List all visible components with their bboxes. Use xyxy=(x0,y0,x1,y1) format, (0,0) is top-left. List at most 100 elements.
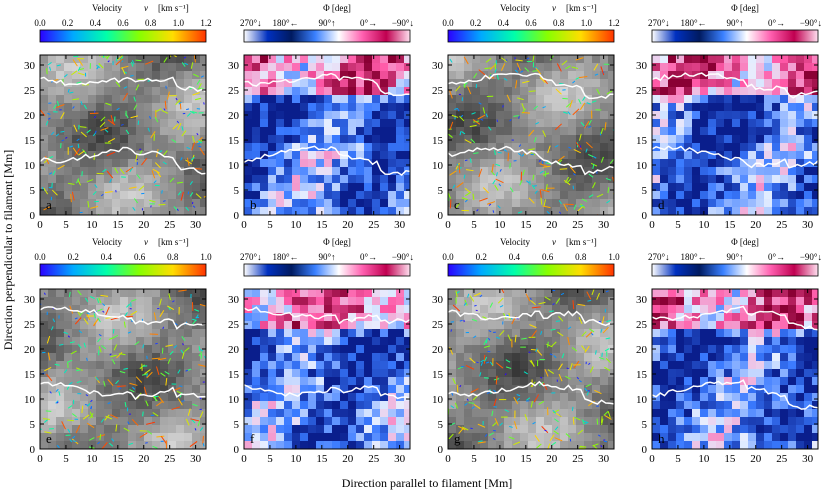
colorbar-title: Φ [deg] xyxy=(323,237,351,247)
ytick-label: 30 xyxy=(432,294,444,306)
xtick-label: 20 xyxy=(750,219,762,231)
ytick-label: 15 xyxy=(432,135,444,147)
ytick-label: 5 xyxy=(234,419,240,431)
ytick-label: 20 xyxy=(432,110,444,122)
colorbar-tick: 1.2 xyxy=(608,18,619,28)
colorbar-tick: 0°→ xyxy=(768,252,785,262)
colorbar-tick: 1.0 xyxy=(173,18,185,28)
ytick-label: 30 xyxy=(636,294,648,306)
colorbar-tick: 0.4 xyxy=(101,252,113,262)
colorbar-title: Φ [deg] xyxy=(731,3,759,13)
colorbar-tick: 0.8 xyxy=(145,18,157,28)
contour-upper-b xyxy=(244,72,410,97)
colorbar-g: Velocity v [km s⁻¹] 0.0 0.2 0.4 0.6 0.8 1.0 xyxy=(442,237,620,277)
contour-upper-d xyxy=(652,72,818,99)
colorbar-tick: 0.0 xyxy=(442,252,454,262)
xtick-label: 0 xyxy=(37,453,43,465)
xtick-label: 15 xyxy=(520,219,532,231)
colorbar-tick: 0.6 xyxy=(134,252,146,262)
xtick-label: 15 xyxy=(520,453,532,465)
xtick-label: 20 xyxy=(342,219,354,231)
colorbar-a: Velocity v [km s⁻¹] 0.0 0.2 0.4 0.6 0.8 1.0 1.2 xyxy=(34,3,212,43)
ytick-label: 15 xyxy=(636,135,648,147)
xtick-label: 5 xyxy=(675,219,681,231)
xtick-label: 30 xyxy=(394,453,406,465)
contour-lower-e xyxy=(40,381,206,401)
xtick-label: 20 xyxy=(750,453,762,465)
panel-letter-b: b xyxy=(250,197,257,212)
panel-f: f0 5 10 15 20 25 30 0 5 10 15 20 25 30 xyxy=(228,288,411,465)
ytick-label: 25 xyxy=(24,85,36,97)
xtick-label: 0 xyxy=(649,453,655,465)
ytick-label: 30 xyxy=(228,60,240,72)
colorbar-tick: 270°↓ xyxy=(240,252,262,262)
xtick-label: 0 xyxy=(649,219,655,231)
colorbar-tick: 0.4 xyxy=(509,252,521,262)
ytick-label: 5 xyxy=(234,185,240,197)
xtick-label: 0 xyxy=(241,453,247,465)
colorbar-tick: 0.0 xyxy=(34,252,46,262)
colorbar-tick: 270°↓ xyxy=(648,252,670,262)
ytick-label: 0 xyxy=(234,444,240,456)
xtick-label: 20 xyxy=(546,219,558,231)
colorbar-tick: 0.6 xyxy=(542,252,554,262)
ytick-label: 0 xyxy=(438,444,444,456)
x-axis-label: Direction parallel to filament [Mm] xyxy=(342,476,513,490)
ytick-label: 30 xyxy=(432,60,444,72)
velocity-vectors-c xyxy=(448,55,614,215)
ytick-label: 15 xyxy=(228,369,240,381)
ytick-label: 30 xyxy=(228,294,240,306)
colorbar-tick: 0.2 xyxy=(476,252,487,262)
xtick-label: 15 xyxy=(316,453,328,465)
xtick-label: 20 xyxy=(138,219,150,231)
xtick-label: 25 xyxy=(368,219,380,231)
ytick-label: 0 xyxy=(234,210,240,222)
ytick-label: 25 xyxy=(228,85,240,97)
ytick-label: 30 xyxy=(24,60,36,72)
panel-g: g0 5 10 15 20 25 30 0 5 10 15 20 25 30 xyxy=(432,288,615,465)
xtick-label: 5 xyxy=(63,219,69,231)
xtick-label: 30 xyxy=(802,453,814,465)
panel-b: b0 5 10 15 20 25 30 0 5 10 15 20 25 30 xyxy=(228,54,411,231)
colorbar-tick: 180°← xyxy=(680,252,706,262)
panel-letter-e: e xyxy=(46,431,52,446)
panel-frame-h xyxy=(651,288,819,450)
colorbar-f: Φ [deg] 270°↓ 180°← 90°↑ 0°→ −90°↓ xyxy=(240,237,414,277)
colorbar-tick: 0.6 xyxy=(525,18,537,28)
colorbar-tick: 1.2 xyxy=(200,18,211,28)
colorbar-d: Φ [deg] 270°↓ 180°← 90°↑ 0°→ −90°↓ xyxy=(648,3,822,43)
xtick-label: 5 xyxy=(267,453,273,465)
panel-c: c0 5 10 15 20 25 30 0 5 10 15 20 25 30 xyxy=(432,54,615,231)
ytick-label: 5 xyxy=(438,185,444,197)
ytick-label: 10 xyxy=(636,160,648,172)
xtick-label: 10 xyxy=(698,219,710,231)
contour-lower-f xyxy=(244,384,410,400)
contour-lower-b xyxy=(244,145,410,176)
colorbar-symbol: v xyxy=(144,237,148,247)
colorbar-tick: 90°↑ xyxy=(726,18,743,28)
contour-upper-f xyxy=(244,306,410,325)
heatmap-a xyxy=(40,55,206,215)
xtick-label: 25 xyxy=(776,453,788,465)
xtick-label: 25 xyxy=(368,453,380,465)
colorbar-tick: 1.0 xyxy=(608,252,620,262)
colorbar-c: Velocity v [km s⁻¹] 0.0 0.2 0.4 0.6 0.8 1.0 1.2 xyxy=(442,3,620,43)
ytick-label: 10 xyxy=(636,394,648,406)
xtick-label: 5 xyxy=(675,453,681,465)
xtick-label: 10 xyxy=(290,219,302,231)
y-axis-label: Direction perpendicular to filament [Mm] xyxy=(1,150,15,351)
ytick-label: 30 xyxy=(24,294,36,306)
panel-frame-a xyxy=(39,54,207,216)
xtick-label: 25 xyxy=(164,453,176,465)
ytick-label: 10 xyxy=(228,394,240,406)
heatmap-h xyxy=(652,289,818,449)
xtick-label: 0 xyxy=(37,219,43,231)
ytick-label: 10 xyxy=(24,160,36,172)
xtick-label: 10 xyxy=(86,219,98,231)
ytick-label: 25 xyxy=(228,319,240,331)
panel-letter-a: a xyxy=(46,197,52,212)
colorbar-tick: 0°→ xyxy=(360,18,377,28)
colorbar-tick: 1.0 xyxy=(581,18,593,28)
colorbar-tick: 0.2 xyxy=(62,18,73,28)
colorbar-tick: 0.6 xyxy=(117,18,129,28)
